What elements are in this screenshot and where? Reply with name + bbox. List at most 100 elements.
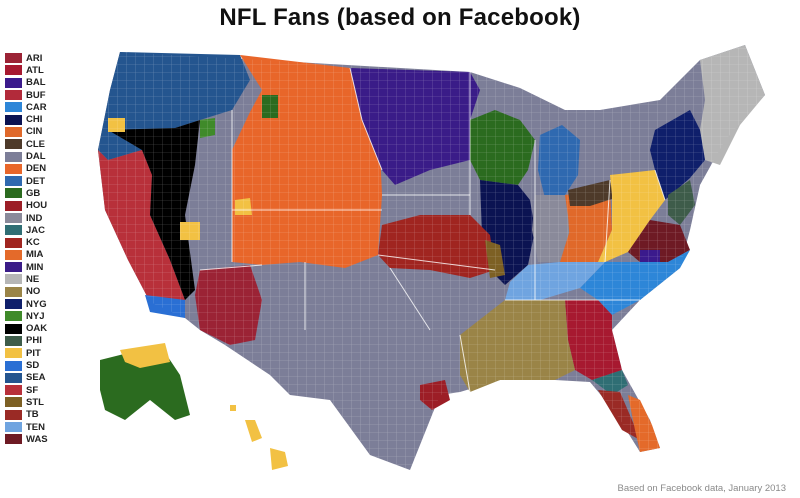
legend-item-bal: BAL	[5, 77, 65, 89]
legend-swatch	[5, 397, 22, 408]
legend-item-stl: STL	[5, 396, 65, 408]
legend-label: WAS	[26, 433, 48, 445]
legend-item-cin: CIN	[5, 126, 65, 138]
legend-label: CIN	[26, 126, 43, 138]
legend-item-dal: DAL	[5, 150, 65, 162]
legend-swatch	[5, 335, 22, 346]
legend-swatch	[5, 53, 22, 64]
legend-label: NO	[26, 286, 41, 298]
legend-label: ATL	[26, 64, 44, 76]
legend-swatch	[5, 151, 22, 162]
legend-label: PHI	[26, 335, 42, 347]
state-border	[389, 267, 431, 331]
legend-swatch	[5, 237, 22, 248]
legend-label: MIA	[26, 249, 44, 261]
legend-label: GB	[26, 187, 41, 199]
legend-swatch	[5, 139, 22, 150]
legend-item-kc: KC	[5, 236, 65, 248]
legend-label: OAK	[26, 323, 48, 335]
legend-swatch	[5, 163, 22, 174]
legend-item-jac: JAC	[5, 224, 65, 236]
region-pit	[230, 405, 236, 411]
legend-item-cle: CLE	[5, 138, 65, 150]
state-border	[459, 334, 471, 393]
legend-swatch	[5, 385, 22, 396]
region-pit	[270, 448, 288, 470]
legend-swatch	[5, 299, 22, 310]
legend-item-phi: PHI	[5, 335, 65, 347]
county-grid	[98, 45, 765, 470]
legend-swatch	[5, 348, 22, 359]
legend-label: STL	[26, 396, 44, 408]
legend-label: NYG	[26, 298, 47, 310]
legend-item-atl: ATL	[5, 64, 65, 76]
legend-item-gb: GB	[5, 187, 65, 199]
legend-label: SEA	[26, 372, 46, 384]
legend-label: SD	[26, 360, 40, 372]
legend-swatch	[5, 249, 22, 260]
legend-item-ten: TEN	[5, 421, 65, 433]
legend-item-was: WAS	[5, 433, 65, 445]
legend-label: CHI	[26, 114, 43, 126]
legend-label: DEN	[26, 163, 47, 175]
legend-swatch	[5, 213, 22, 223]
legend-item-den: DEN	[5, 163, 65, 175]
legend-item-tb: TB	[5, 409, 65, 421]
legend-swatch	[5, 409, 22, 420]
map-legend: ARI ATL BAL BUF CAR CHI CIN CLE DAL DEN DET GB HOU IN…	[5, 52, 65, 446]
legend-swatch	[5, 434, 22, 445]
source-note: Based on Facebook data, January 2013	[617, 483, 786, 494]
legend-item-sd: SD	[5, 359, 65, 371]
legend-swatch	[5, 372, 22, 383]
legend-swatch	[5, 90, 22, 101]
legend-item-ari: ARI	[5, 52, 65, 64]
legend-swatch	[5, 188, 22, 199]
legend-swatch	[5, 422, 22, 433]
legend-label: BUF	[26, 89, 46, 101]
legend-item-ne: NE	[5, 273, 65, 285]
legend-label: DAL	[26, 151, 46, 163]
legend-swatch	[5, 126, 22, 137]
state-border	[377, 254, 496, 271]
legend-item-pit: PIT	[5, 347, 65, 359]
legend-label: NYJ	[26, 310, 45, 322]
legend-item-det: DET	[5, 175, 65, 187]
legend-swatch	[5, 65, 22, 76]
legend-label: CAR	[26, 101, 47, 113]
state-border	[199, 264, 263, 271]
map-title: NFL Fans (based on Facebook)	[219, 4, 581, 31]
legend-item-nyg: NYG	[5, 298, 65, 310]
legend-label: BAL	[26, 77, 46, 89]
legend-item-nyj: NYJ	[5, 310, 65, 322]
state-border	[349, 67, 383, 171]
legend-item-chi: CHI	[5, 113, 65, 125]
region-gb	[100, 345, 190, 420]
legend-item-min: MIN	[5, 261, 65, 273]
legend-swatch	[5, 176, 22, 187]
legend-item-buf: BUF	[5, 89, 65, 101]
legend-item-sf: SF	[5, 384, 65, 396]
legend-swatch	[5, 262, 22, 273]
legend-swatch	[5, 77, 22, 88]
legend-label: NE	[26, 273, 40, 285]
legend-item-ind: IND	[5, 212, 65, 224]
legend-label: TB	[26, 409, 39, 421]
state-border	[604, 179, 611, 263]
legend-item-hou: HOU	[5, 200, 65, 212]
legend-swatch	[5, 200, 22, 211]
legend-swatch	[5, 311, 22, 322]
legend-swatch	[5, 286, 22, 297]
legend-item-oak: OAK	[5, 323, 65, 335]
legend-label: IND	[26, 212, 43, 224]
legend-swatch	[5, 102, 22, 113]
region-pit	[245, 420, 262, 442]
legend-swatch	[5, 360, 22, 371]
legend-item-sea: SEA	[5, 372, 65, 384]
legend-swatch	[5, 114, 22, 125]
legend-label: KC	[26, 237, 40, 249]
legend-label: TEN	[26, 421, 45, 433]
legend-label: DET	[26, 175, 45, 187]
legend-item-mia: MIA	[5, 249, 65, 261]
legend-swatch	[5, 274, 22, 285]
